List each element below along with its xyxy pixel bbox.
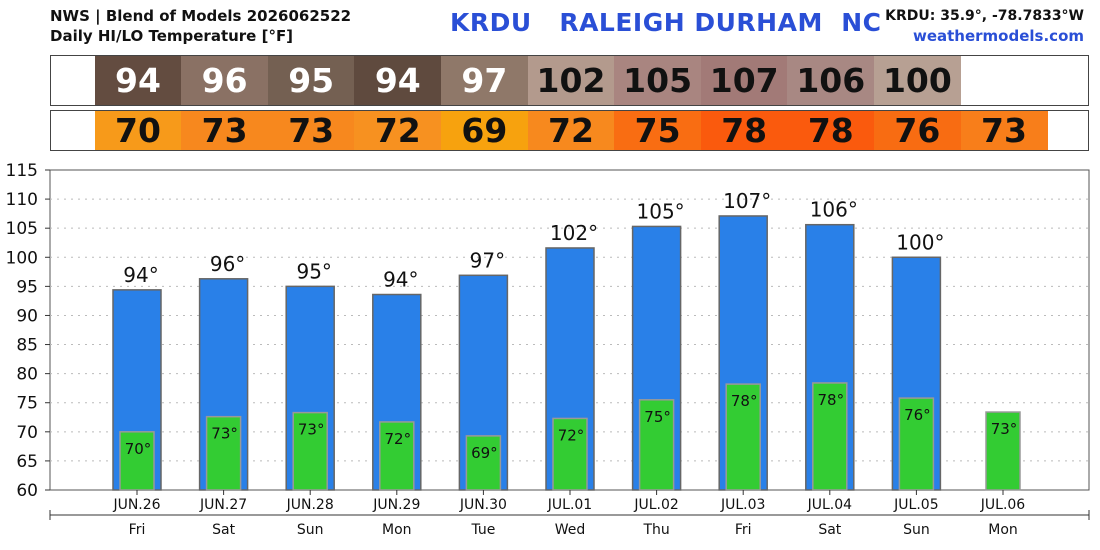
high-temp-label: 95° — [296, 259, 331, 283]
station-code: KRDU — [450, 8, 532, 37]
y-tick-label: 65 — [16, 452, 38, 472]
high-temp-label: 106° — [810, 198, 858, 222]
high-temp-label: 94° — [383, 268, 418, 292]
high-temp-label: 94° — [123, 263, 158, 287]
header-meta: KRDU: 35.9°, -78.7833°W weathermodels.co… — [885, 6, 1084, 46]
low-temp-cell: 73 — [960, 111, 1048, 150]
site-link[interactable]: weathermodels.com — [912, 27, 1084, 45]
low-temp-cell: 75 — [614, 111, 702, 150]
y-tick-label: 110 — [6, 190, 38, 210]
station-title: KRDU RALEIGH DURHAM NC — [450, 8, 882, 37]
low-temp-cell: 73 — [181, 111, 269, 150]
variable-title: Daily HI/LO Temperature [°F] — [50, 27, 294, 45]
high-temp-label: 97° — [470, 248, 505, 272]
low-temp-label: 72° — [558, 426, 585, 444]
date-label: JUL.05 — [893, 497, 938, 513]
low-temp-label: 78° — [818, 391, 845, 409]
low-temp-bar — [205, 415, 242, 491]
low-temp-cell: 78 — [700, 111, 788, 150]
low-temp-label: 73° — [211, 425, 238, 443]
high-temp-label: 107° — [723, 189, 771, 213]
low-temp-bar — [465, 435, 502, 491]
low-temp-cell: 69 — [440, 111, 528, 150]
y-tick-label: 90 — [16, 306, 38, 326]
station-coords: KRDU: 35.9°, -78.7833°W — [885, 8, 1084, 24]
date-label: JUN.28 — [286, 497, 334, 513]
header-info: NWS | Blend of Models 2026062522 Daily H… — [50, 6, 351, 46]
y-tick-label: 60 — [16, 481, 38, 501]
low-temp-cell: 70 — [94, 111, 182, 150]
y-tick-label: 70 — [16, 423, 38, 443]
low-temp-label: 72° — [385, 430, 412, 448]
low-temp-label: 73° — [991, 420, 1018, 438]
date-label: JUL.02 — [633, 497, 678, 513]
high-temp-label: 105° — [637, 199, 685, 223]
high-temp-label: 100° — [896, 230, 944, 254]
model-title: NWS | Blend of Models 2026062522 — [50, 7, 352, 25]
weekday-label: Sat — [212, 522, 235, 538]
weekday-label: Mon — [382, 522, 412, 538]
high-temp-label: 102° — [550, 221, 598, 245]
low-temp-cell: 78 — [787, 111, 875, 150]
high-temp-cell: 100 — [873, 56, 961, 105]
high-temp-cell: 94 — [94, 56, 182, 105]
date-label: JUN.27 — [199, 497, 247, 513]
high-temp-cell: 102 — [527, 56, 615, 105]
low-temp-strip: 70 73 73 72 69 72 75 78 78 76 73 — [50, 110, 1089, 151]
high-temp-cell: 105 — [614, 56, 702, 105]
low-temp-cell: 72 — [527, 111, 615, 150]
high-temp-cell: 94 — [354, 56, 442, 105]
y-tick-label: 100 — [6, 248, 38, 268]
high-temp-cell: 106 — [787, 56, 875, 105]
low-temp-label: 73° — [298, 421, 325, 439]
weekday-label: Wed — [555, 522, 586, 538]
low-temp-label: 76° — [904, 406, 931, 424]
high-temp-strip: 94 96 95 94 97 102 105 107 106 100 — [50, 55, 1089, 106]
station-name: RALEIGH DURHAM NC — [559, 8, 882, 37]
low-temp-bar — [898, 397, 935, 491]
y-tick-label: 105 — [6, 219, 38, 239]
date-label: JUL.03 — [720, 497, 765, 513]
y-tick-label: 80 — [16, 365, 38, 385]
low-temp-bar — [985, 411, 1021, 491]
low-temp-bar — [638, 399, 675, 491]
low-temp-bar — [292, 411, 328, 491]
date-label: JUL.01 — [547, 497, 592, 513]
y-tick-label: 95 — [16, 277, 38, 297]
low-temp-label: 69° — [471, 444, 498, 462]
weekday-label: Fri — [735, 522, 752, 538]
y-tick-label: 115 — [6, 161, 38, 181]
date-label: JUN.30 — [459, 497, 507, 513]
low-temp-bar — [812, 382, 848, 491]
weekday-label: Sat — [818, 522, 841, 538]
weekday-label: Fri — [129, 522, 146, 538]
y-tick-label: 75 — [16, 394, 38, 414]
high-temp-cell: 107 — [700, 56, 788, 105]
date-label: JUL.04 — [807, 497, 853, 513]
low-temp-bar — [725, 383, 761, 491]
date-label: JUL.06 — [980, 497, 1026, 513]
weekday-label: Tue — [470, 522, 495, 538]
high-temp-cell: 96 — [181, 56, 269, 105]
low-temp-label: 78° — [731, 392, 758, 410]
high-temp-label: 96° — [210, 252, 245, 276]
low-temp-cell: 76 — [873, 111, 961, 150]
low-temp-label: 70° — [125, 440, 152, 458]
weekday-label: Mon — [988, 522, 1018, 538]
low-temp-bar — [379, 421, 415, 491]
low-temp-label: 75° — [644, 408, 671, 426]
y-tick-label: 85 — [16, 336, 38, 356]
weekday-label: Sun — [903, 522, 930, 538]
weekday-label: Thu — [642, 522, 669, 538]
low-temp-cell: 72 — [354, 111, 442, 150]
date-label: JUN.26 — [112, 497, 160, 513]
high-temp-cell: 95 — [267, 56, 355, 105]
date-label: JUN.29 — [372, 497, 420, 513]
low-temp-cell: 73 — [267, 111, 355, 150]
weekday-label: Sun — [297, 522, 324, 538]
high-temp-cell: 97 — [440, 56, 528, 105]
